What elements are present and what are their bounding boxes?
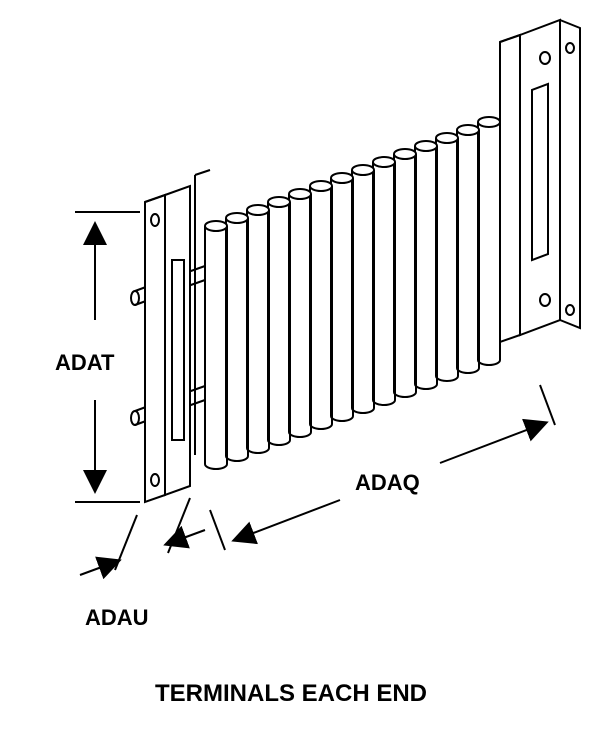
adat-label: ADAT	[55, 350, 114, 376]
adau-label: ADAU	[85, 605, 149, 631]
adaq-label: ADAQ	[355, 470, 420, 496]
adau-dimension	[80, 498, 205, 575]
backing-plate	[195, 170, 210, 455]
cylinder-array	[205, 117, 500, 469]
left-bracket	[145, 186, 190, 502]
diagram-container: ADAT ADAQ ADAU TERMINALS EACH END	[0, 0, 613, 736]
adaq-dimension	[210, 385, 555, 550]
right-bracket	[500, 20, 580, 342]
diagram-title: TERMINALS EACH END	[155, 680, 427, 708]
